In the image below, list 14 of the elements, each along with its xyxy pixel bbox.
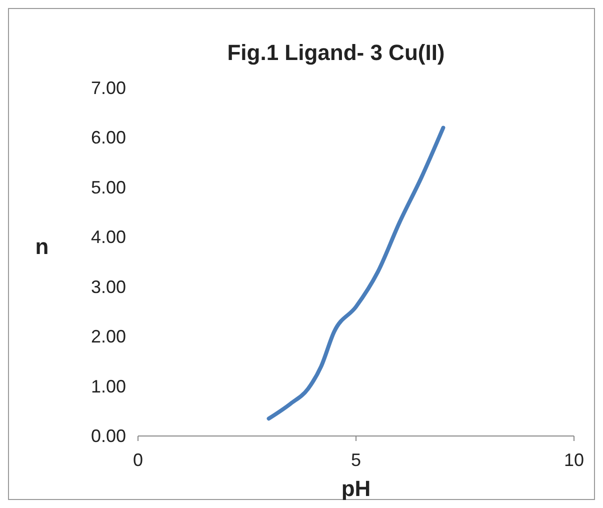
- x-tick-label: 5: [350, 450, 362, 470]
- chart-title: Fig.1 Ligand- 3 Cu(II): [227, 40, 445, 65]
- y-tick-label: 1.00: [90, 376, 126, 396]
- y-tick-label: 4.00: [90, 227, 126, 248]
- y-axis-title: n: [35, 234, 49, 259]
- x-tick-label: 10: [564, 450, 584, 470]
- x-tick-label: 0: [132, 450, 144, 470]
- y-tick-label: 2.00: [90, 326, 126, 347]
- y-tick-label: 6.00: [90, 128, 126, 148]
- y-tick-label: 3.00: [90, 276, 126, 297]
- y-tick-label: 7.00: [90, 78, 126, 98]
- y-tick-label: 0.00: [90, 426, 126, 446]
- line-series: [266, 126, 446, 421]
- y-tick-label: 5.00: [90, 177, 126, 198]
